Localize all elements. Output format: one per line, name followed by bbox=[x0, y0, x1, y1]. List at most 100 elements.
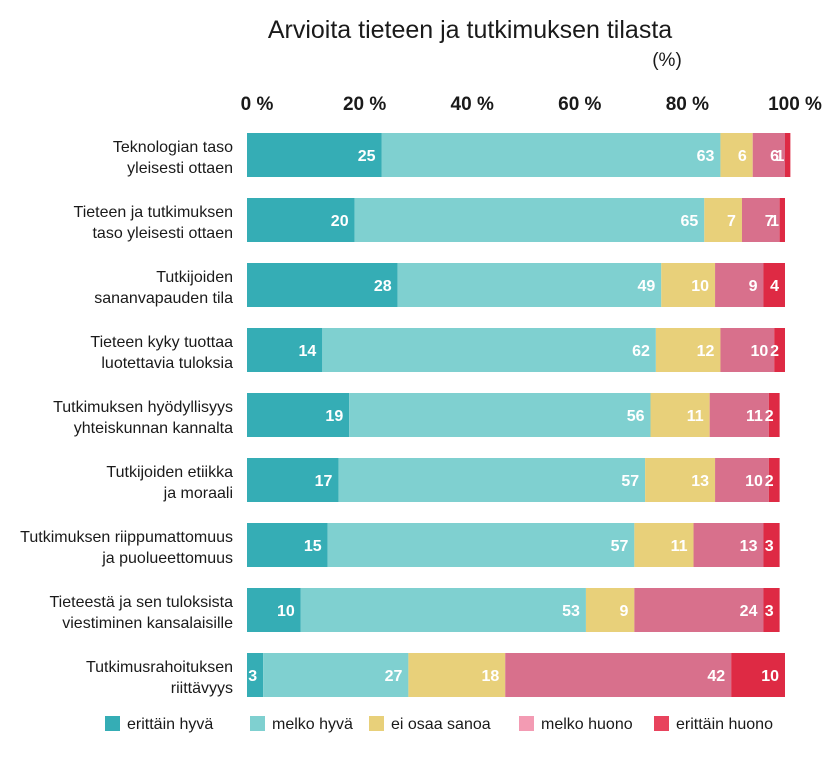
category-label-line: Tutkimuksen riippumattomuus bbox=[20, 529, 233, 546]
data-label: 3 bbox=[248, 668, 257, 685]
x-tick-label: 0 % bbox=[241, 94, 274, 115]
bar-segment bbox=[715, 263, 764, 307]
data-label: 15 bbox=[304, 538, 322, 555]
bar-segment bbox=[704, 198, 742, 242]
data-label: 25 bbox=[358, 148, 376, 165]
data-label: 27 bbox=[385, 668, 403, 685]
bar-segment bbox=[768, 393, 780, 437]
category-label-line: ja puolueettomuus bbox=[101, 550, 233, 567]
bar-segment bbox=[263, 653, 409, 697]
chart-title: Arvioita tieteen ja tutkimuksen tilasta bbox=[268, 16, 672, 44]
bar-segment bbox=[338, 458, 646, 502]
bar-segment bbox=[768, 458, 780, 502]
data-label: 2 bbox=[770, 343, 779, 360]
category-label: Tieteen kyky tuottaa luotettavia tuloksia bbox=[90, 334, 233, 372]
legend-label: ei osaa sanoa bbox=[391, 716, 491, 733]
category-label-line: Teknologian taso bbox=[113, 139, 233, 156]
category-label: Tieteen ja tutkimuksen taso yleisesti ott… bbox=[74, 204, 233, 242]
category-label: Teknologian taso yleisesti ottaen bbox=[113, 139, 233, 177]
legend-swatch bbox=[654, 716, 669, 731]
category-label-line: taso yleisesti ottaen bbox=[92, 225, 233, 242]
x-tick-label: 20 % bbox=[343, 94, 386, 115]
bar-segment bbox=[247, 133, 382, 177]
category-label-line: luotettavia tuloksia bbox=[101, 355, 233, 372]
bar-segment bbox=[661, 263, 716, 307]
legend-swatch bbox=[250, 716, 265, 731]
data-label: 9 bbox=[619, 603, 628, 620]
category-label-line: Tieteen kyky tuottaa bbox=[90, 334, 233, 351]
unit-label: (%) bbox=[652, 50, 682, 71]
bar-segment bbox=[327, 523, 635, 567]
data-label: 1 bbox=[770, 213, 779, 230]
data-label: 57 bbox=[611, 538, 629, 555]
data-label: 11 bbox=[687, 408, 704, 425]
bar-segment bbox=[505, 653, 732, 697]
category-label: Tutkimuksen riippumattomuus ja puolueetto… bbox=[20, 529, 233, 567]
data-label: 24 bbox=[740, 603, 758, 620]
category-label: Tutkimusrahoituksen riittävyys bbox=[86, 659, 233, 697]
data-label: 10 bbox=[750, 343, 768, 360]
data-label: 4 bbox=[770, 278, 779, 295]
data-label: 11 bbox=[671, 538, 688, 555]
data-label: 18 bbox=[481, 668, 499, 685]
bar-segment bbox=[645, 458, 716, 502]
data-label: 19 bbox=[325, 408, 343, 425]
bar-segment bbox=[785, 133, 791, 177]
bar-segment bbox=[247, 263, 398, 307]
data-label: 28 bbox=[374, 278, 392, 295]
data-label: 2 bbox=[765, 473, 774, 490]
bar-segment bbox=[585, 588, 635, 632]
data-label: 12 bbox=[697, 343, 715, 360]
data-label: 3 bbox=[765, 538, 774, 555]
category-label-line: riittävyys bbox=[171, 680, 233, 697]
bar-segment bbox=[247, 523, 328, 567]
bar-segment bbox=[322, 328, 656, 372]
data-label: 53 bbox=[562, 603, 580, 620]
data-label: 9 bbox=[749, 278, 758, 295]
x-tick-label: 60 % bbox=[558, 94, 601, 115]
bar-segment bbox=[634, 523, 694, 567]
data-label: 10 bbox=[277, 603, 295, 620]
bar-segment bbox=[247, 198, 355, 242]
data-label: 2 bbox=[765, 408, 774, 425]
data-label: 13 bbox=[691, 473, 709, 490]
data-label: 13 bbox=[740, 538, 758, 555]
data-label: 20 bbox=[331, 213, 349, 230]
category-label-line: viestiminen kansalaisille bbox=[62, 615, 233, 632]
data-label: 17 bbox=[315, 473, 333, 490]
bar-segment bbox=[408, 653, 506, 697]
data-label: 10 bbox=[691, 278, 709, 295]
legend: erittäin hyvä melko hyvä ei osaa sanoa melk… bbox=[105, 716, 773, 733]
bar-segment bbox=[779, 198, 785, 242]
category-label-line: Tutkimuksen hyödyllisyys bbox=[53, 399, 233, 416]
category-label-line: Tieteen ja tutkimuksen bbox=[74, 204, 233, 221]
x-tick-label: 80 % bbox=[666, 94, 709, 115]
data-label: 65 bbox=[681, 213, 699, 230]
category-label-line: ja moraali bbox=[163, 485, 233, 502]
bar-segment bbox=[693, 523, 764, 567]
bar-segment bbox=[655, 328, 721, 372]
legend-swatch bbox=[369, 716, 384, 731]
category-label-line: Tutkijoiden etiikka bbox=[106, 464, 233, 481]
bar-segment bbox=[720, 328, 775, 372]
category-label: Tutkijoiden sananvapauden tila bbox=[94, 269, 233, 307]
data-label: 7 bbox=[765, 213, 774, 230]
bar-segment bbox=[731, 653, 785, 697]
data-label: 11 bbox=[746, 408, 763, 425]
bar-segment bbox=[397, 263, 662, 307]
category-label-line: sananvapauden tila bbox=[94, 290, 233, 307]
bar-segment bbox=[650, 393, 710, 437]
category-label: Tutkimuksen hyödyllisyys yhteiskunnan kan… bbox=[53, 399, 233, 437]
data-label: 7 bbox=[727, 213, 736, 230]
legend-label: melko huono bbox=[541, 716, 633, 733]
category-label-line: yhteiskunnan kannalta bbox=[74, 420, 233, 437]
bar-segment bbox=[763, 523, 780, 567]
x-tick-label: 100 % bbox=[768, 94, 822, 115]
bar-segment bbox=[381, 133, 721, 177]
data-label: 6 bbox=[738, 148, 747, 165]
bar-segment bbox=[247, 588, 301, 632]
data-label: 10 bbox=[745, 473, 763, 490]
bar-segment bbox=[715, 458, 769, 502]
legend-swatch bbox=[519, 716, 534, 731]
